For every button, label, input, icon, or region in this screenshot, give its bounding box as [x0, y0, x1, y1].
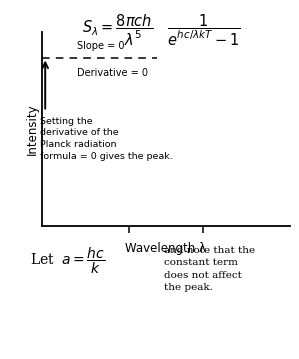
Text: Derivative = 0: Derivative = 0 — [77, 68, 149, 78]
Text: $S_\lambda = \dfrac{8\pi ch}{\lambda^5} \quad \dfrac{1}{e^{hc/\lambda kT}-1}$: $S_\lambda = \dfrac{8\pi ch}{\lambda^5} … — [82, 13, 241, 48]
Text: Let $\; a = \dfrac{hc}{k}$: Let $\; a = \dfrac{hc}{k}$ — [30, 246, 105, 276]
X-axis label: Wavelength λ: Wavelength λ — [126, 242, 206, 255]
Text: Slope = 0: Slope = 0 — [77, 41, 125, 51]
Y-axis label: Intensity: Intensity — [26, 103, 39, 155]
Text: and note that the
constant term
does not affect
the peak.: and note that the constant term does not… — [164, 246, 256, 293]
Text: Setting the
derivative of the
Planck radiation
formula = 0 gives the peak.: Setting the derivative of the Planck rad… — [40, 117, 173, 161]
